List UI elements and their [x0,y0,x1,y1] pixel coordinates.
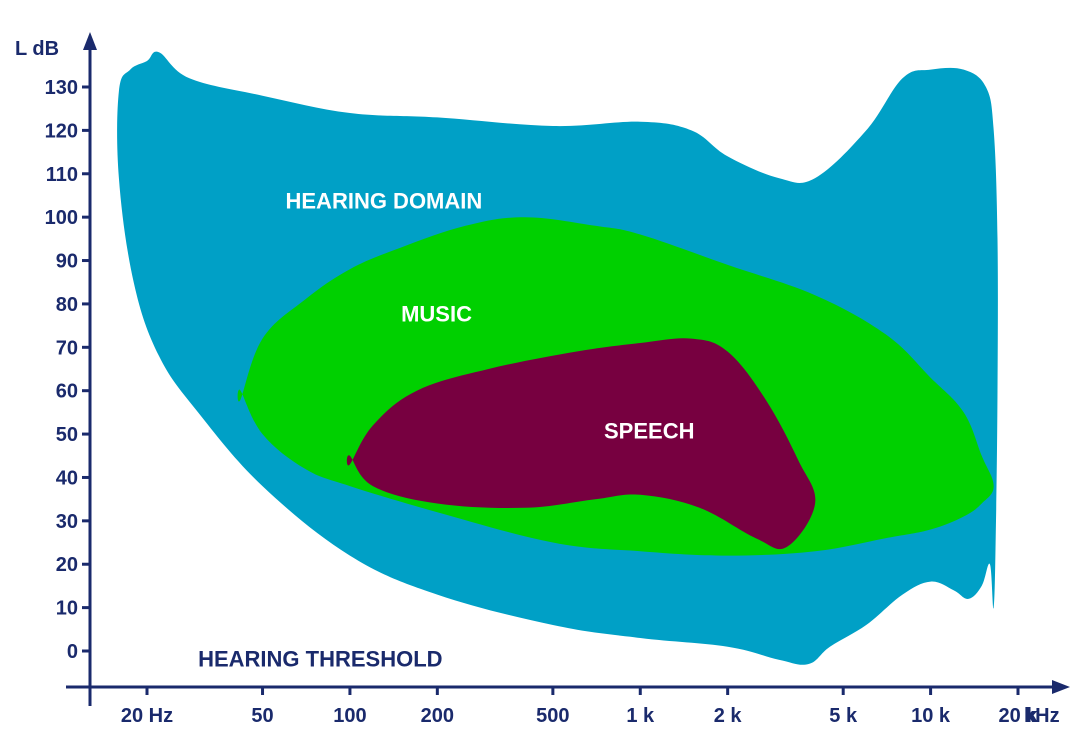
x-tick-label: 20 Hz [121,705,173,727]
y-ticks-layer: 0 10 20 30 40 50 60 70 80 90 100 110 120 130 [45,77,90,663]
y-tick-label: 130 [45,77,78,99]
regions-layer [117,51,998,665]
y-tick-label: 0 [67,641,78,663]
y-tick-label: 20 [56,554,78,576]
y-tick-label: 50 [56,424,78,446]
y-tick-label: 120 [45,120,78,142]
y-axis-label: L dB [15,38,59,60]
x-axis-arrow [1052,680,1070,694]
x-axis-unit-label: kHz [1024,705,1060,727]
y-tick-label: 10 [56,598,78,620]
y-tick-label: 110 [46,164,78,186]
annotations-layer: HEARING THRESHOLD [198,647,442,672]
y-tick-label: 30 [56,511,78,533]
x-tick-label: 20 k [999,705,1039,727]
y-tick-label: 60 [56,381,78,403]
x-tick-label: 5 k [829,705,858,727]
y-tick-label: 40 [56,467,78,489]
x-tick-label: 50 [251,705,273,727]
music-label: MUSIC [401,301,472,326]
y-tick-label: 100 [45,207,78,229]
x-tick-label: 500 [536,705,569,727]
speech-region [346,338,816,550]
x-tick-label: 200 [421,705,454,727]
y-axis-arrow [83,32,97,50]
hearing-threshold-label: HEARING THRESHOLD [198,647,442,672]
axes-layer: L dB kHz [15,32,1070,727]
region-labels-layer: HEARING DOMAIN MUSIC SPEECH [286,189,695,444]
y-tick-label: 80 [56,294,78,316]
x-tick-label: 100 [333,705,366,727]
hearing-domain-label: HEARING DOMAIN [286,189,483,214]
y-tick-label: 90 [56,251,78,273]
x-ticks-layer: 20 Hz 50 100 200 500 1 k 2 k 5 k 10 k 20 k [121,687,1038,727]
y-tick-label: 70 [56,337,78,359]
x-tick-label: 2 k [714,705,743,727]
x-tick-label: 10 k [911,705,951,727]
speech-label: SPEECH [604,418,694,443]
x-tick-label: 1 k [626,705,655,727]
